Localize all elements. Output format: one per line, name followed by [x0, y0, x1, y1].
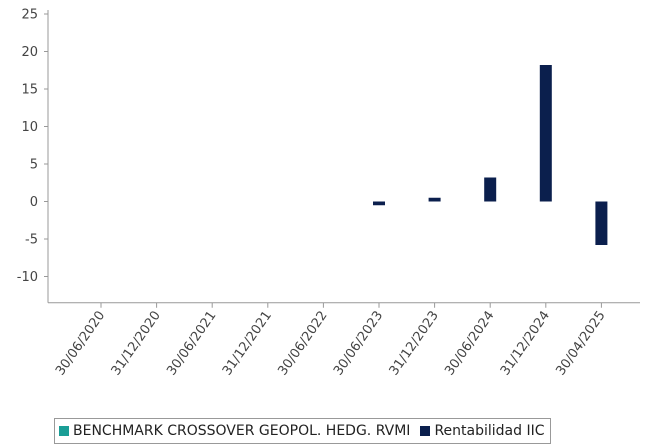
y-tick-label: 15 — [21, 83, 38, 98]
x-tick-label: 31/12/2021 — [220, 308, 275, 378]
legend-swatch-rentabilidad — [420, 426, 431, 436]
x-tick-label: 30/04/2025 — [553, 308, 608, 378]
y-tick-label: 5 — [30, 158, 38, 173]
y-tick-label: 20 — [21, 45, 38, 60]
legend-swatch-benchmark — [59, 426, 69, 436]
legend: BENCHMARK CROSSOVER GEOPOL. HEDG. RVMI R… — [54, 418, 552, 444]
y-tick-label: -5 — [25, 233, 38, 248]
bar — [373, 201, 385, 206]
bars — [373, 65, 608, 245]
x-tick-label: 30/06/2021 — [164, 308, 219, 378]
x-tick-label: 30/06/2023 — [331, 308, 386, 378]
bar — [484, 177, 497, 202]
x-tick-label: 31/12/2023 — [387, 308, 442, 378]
y-tick-label: -10 — [17, 270, 38, 285]
x-tick-label: 30/06/2020 — [53, 308, 108, 378]
x-tick-label: 31/12/2024 — [498, 308, 553, 378]
y-tick-label: 25 — [21, 8, 38, 23]
x-axis: 30/06/2020 31/12/2020 30/06/2021 31/12/2021… — [48, 302, 640, 378]
bar — [428, 197, 441, 202]
x-tick-label: 30/06/2024 — [442, 308, 497, 378]
bar — [539, 65, 552, 202]
legend-item-rentabilidad: Rentabilidad IIC — [420, 423, 544, 439]
x-tick-label: 31/12/2020 — [109, 308, 164, 378]
y-axis: 25 20 15 10 5 0 -5 -10 — [17, 8, 49, 303]
y-tick-label: 10 — [21, 120, 38, 135]
legend-item-benchmark: BENCHMARK CROSSOVER GEOPOL. HEDG. RVMI — [59, 423, 410, 439]
legend-label-rentabilidad: Rentabilidad IIC — [434, 423, 545, 439]
legend-label-benchmark: BENCHMARK CROSSOVER GEOPOL. HEDG. RVMI — [73, 423, 411, 439]
y-tick-label: 0 — [30, 195, 38, 210]
x-tick-label: 30/06/2022 — [275, 308, 330, 378]
bar — [595, 201, 608, 245]
